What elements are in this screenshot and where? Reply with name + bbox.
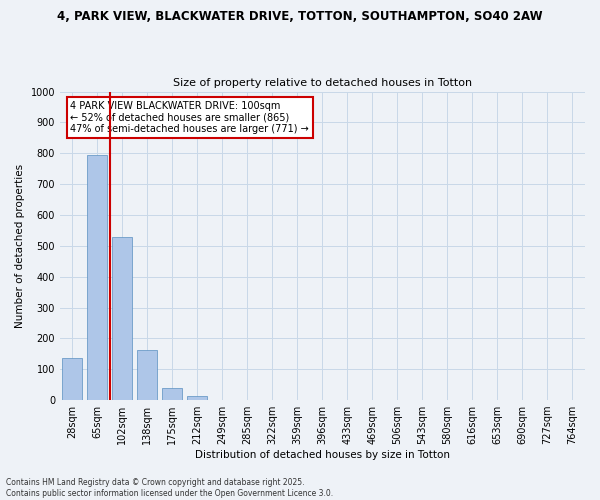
Text: 4 PARK VIEW BLACKWATER DRIVE: 100sqm
← 52% of detached houses are smaller (865)
: 4 PARK VIEW BLACKWATER DRIVE: 100sqm ← 5… bbox=[70, 101, 309, 134]
Bar bbox=[137, 350, 157, 400]
Text: Contains HM Land Registry data © Crown copyright and database right 2025.
Contai: Contains HM Land Registry data © Crown c… bbox=[6, 478, 333, 498]
Bar bbox=[163, 388, 182, 400]
Bar bbox=[112, 236, 133, 400]
Bar bbox=[88, 155, 107, 400]
Bar bbox=[187, 396, 208, 400]
X-axis label: Distribution of detached houses by size in Totton: Distribution of detached houses by size … bbox=[195, 450, 450, 460]
Title: Size of property relative to detached houses in Totton: Size of property relative to detached ho… bbox=[173, 78, 472, 88]
Bar bbox=[62, 358, 82, 400]
Y-axis label: Number of detached properties: Number of detached properties bbox=[15, 164, 25, 328]
Text: 4, PARK VIEW, BLACKWATER DRIVE, TOTTON, SOUTHAMPTON, SO40 2AW: 4, PARK VIEW, BLACKWATER DRIVE, TOTTON, … bbox=[57, 10, 543, 23]
